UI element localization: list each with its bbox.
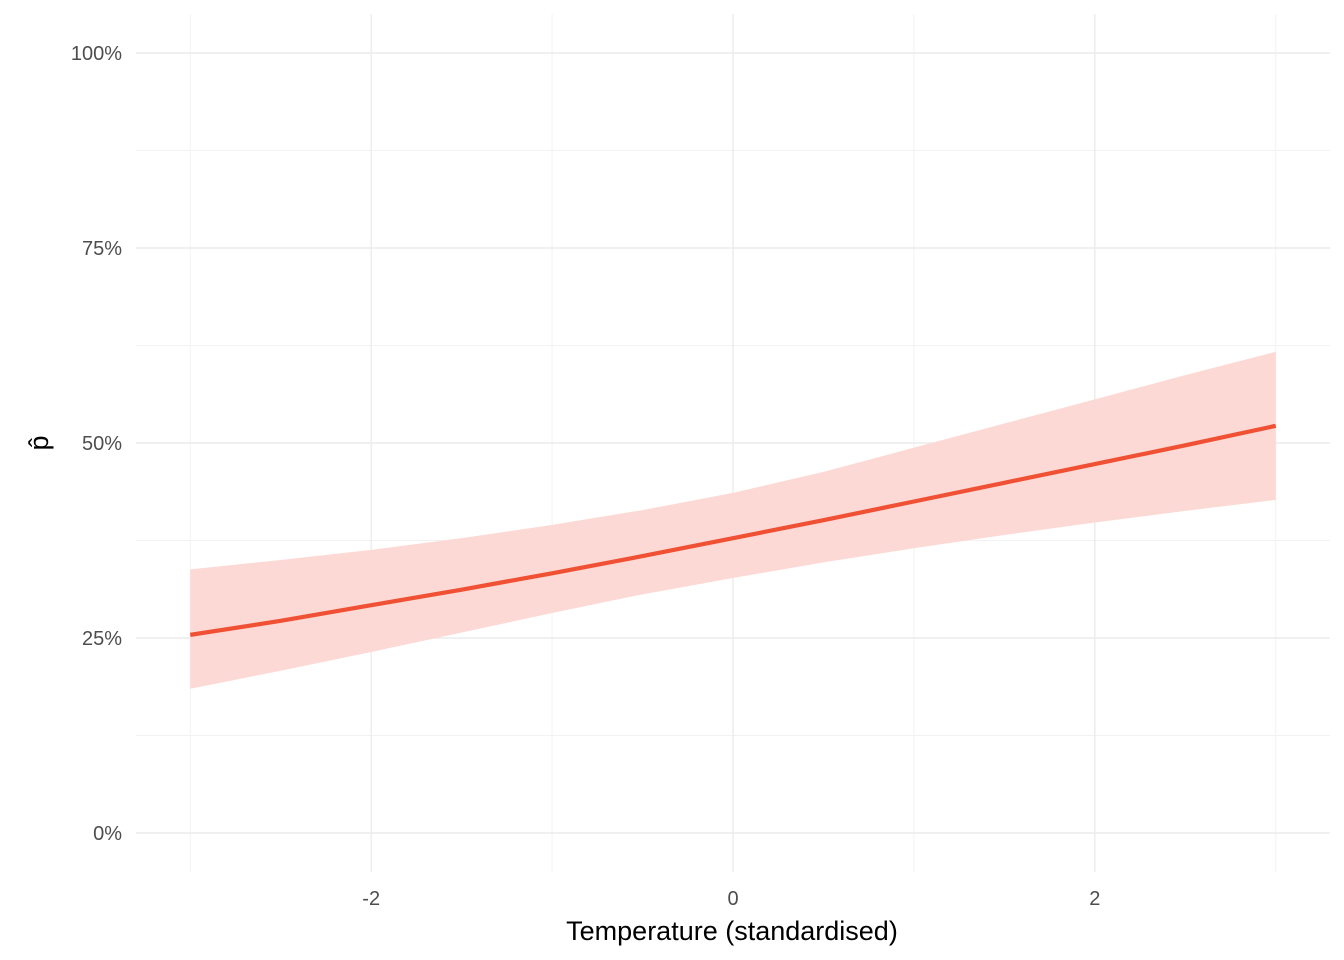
y-tick-label: 25% bbox=[82, 628, 122, 650]
confidence-band bbox=[190, 351, 1276, 689]
trend-line-layer bbox=[189, 423, 1277, 637]
y-tick-label: 50% bbox=[82, 433, 122, 455]
x-tick-label: 0 bbox=[727, 888, 738, 910]
probability-trend-line bbox=[189, 423, 1277, 637]
confidence-band-layer bbox=[190, 351, 1276, 689]
y-axis-ticks: 0% 25% 50% 75% 100% bbox=[71, 43, 122, 845]
y-tick-label: 100% bbox=[71, 43, 122, 65]
x-tick-label: -2 bbox=[362, 888, 380, 910]
x-axis-ticks: -2 0 2 bbox=[362, 888, 1100, 910]
x-tick-label: 2 bbox=[1089, 888, 1100, 910]
y-axis-title: p̂ bbox=[24, 435, 54, 450]
y-tick-label: 0% bbox=[93, 823, 122, 845]
y-tick-label: 75% bbox=[82, 238, 122, 260]
x-axis-title: Temperature (standardised) bbox=[566, 916, 898, 946]
